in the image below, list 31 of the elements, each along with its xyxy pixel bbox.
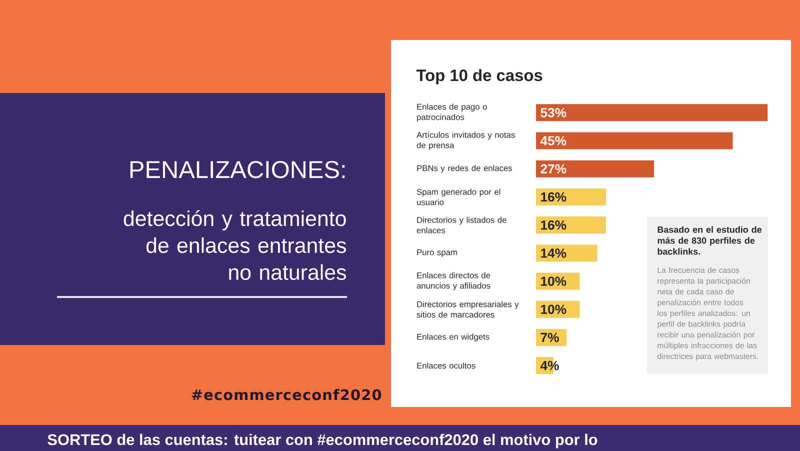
data-label: 27% (540, 164, 566, 174)
bar (536, 104, 768, 122)
y-tick-label: PBNs y redes de enlaces (417, 164, 512, 173)
bar (536, 160, 654, 178)
bar (536, 216, 606, 234)
bar (536, 132, 733, 150)
data-label: 7% (540, 332, 559, 342)
y-tick-label: Spam generado por el usuario (416, 188, 500, 206)
text: SORTEO de las cuentas: tuitear con #ecommerceconf2020 el motivo por lo (48, 434, 598, 448)
data-label: 10% (541, 304, 566, 314)
text: detección y tratamiento de enlaces entrantes no naturales (124, 210, 346, 280)
bar (536, 244, 598, 262)
chart-title: Top 10 de casos (416, 69, 542, 84)
data-label: 16% (541, 192, 566, 202)
data-label: 16% (541, 220, 566, 230)
y-tick-label: Puro spam (417, 249, 457, 257)
y-tick-label: Directorios y listados de enlaces (416, 216, 506, 234)
annotation: Basado en el estudio de más de 830 perfiles de backlinks. (658, 226, 762, 255)
data-label: 10% (541, 276, 566, 286)
y-tick-label: Enlaces directos de anuncios y afiliados (416, 272, 490, 290)
data-label: 14% (541, 248, 566, 258)
y-tick-label: Enlaces en widgets (417, 334, 490, 342)
y-tick-label: Enlaces de pago o patrocinados (417, 104, 487, 122)
y-tick-label: Directorios empresariales y sitios de marcadores (416, 301, 519, 318)
data-label: 53% (540, 108, 566, 118)
text: #ecommerceconf2020 (192, 389, 382, 400)
text: PENALIZACIONES: (130, 160, 345, 178)
bar (536, 188, 606, 206)
y-tick-label: Enlaces ocultos (417, 362, 476, 369)
y-tick-label: Artículos invitados y notas de prensa (416, 132, 515, 150)
data-label: 45% (540, 136, 566, 146)
